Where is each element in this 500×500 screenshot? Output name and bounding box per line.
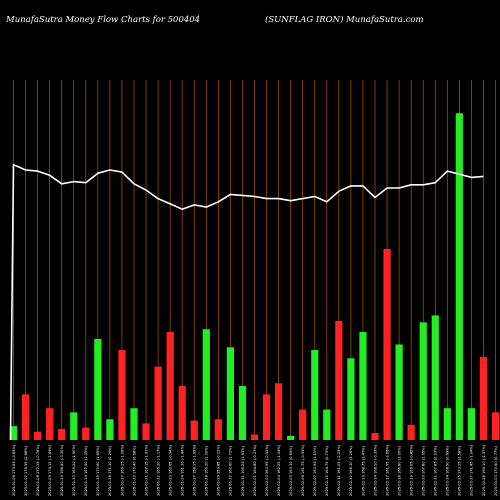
x-tick-label: 2025-02-05 163.30 (0.65%) bbox=[289, 445, 293, 496]
x-tick-label: 2025-01-21 167.15 (-1.91%) bbox=[144, 444, 148, 496]
volume-bar bbox=[371, 433, 379, 440]
volume-bar bbox=[190, 420, 198, 440]
volume-bar bbox=[46, 408, 54, 440]
volume-bar bbox=[479, 356, 488, 440]
volume-bar bbox=[419, 322, 427, 440]
volume-bar bbox=[106, 419, 114, 440]
x-tick-label: 2025-02-06 161.75 (-0.95%) bbox=[301, 444, 305, 496]
volume-bar bbox=[347, 358, 355, 440]
volume-bar bbox=[287, 435, 295, 440]
x-tick-label: 2025-01-23 163.65 (-0.94%) bbox=[168, 444, 172, 496]
price-line-layer bbox=[9, 163, 484, 441]
volume-bar bbox=[9, 426, 18, 440]
volume-bar bbox=[142, 423, 150, 440]
volume-bar bbox=[58, 428, 66, 440]
x-tick-label: 2025-02-11 161.05 (-2.25%) bbox=[337, 444, 341, 496]
volume-bar bbox=[455, 113, 463, 440]
x-tick-label: 2025-02-03 163.95 (-0.52%) bbox=[265, 444, 269, 496]
x-tick-label: 2025-01-13 165.20 (-1.90%) bbox=[72, 444, 76, 496]
x-tick-label: 2025-01-14 167.50 (1.39%) bbox=[84, 445, 88, 496]
volume-bar bbox=[154, 366, 162, 440]
volume-bar bbox=[34, 431, 42, 440]
x-tick-label: 2025-02-13 168.75 (1.47%) bbox=[361, 445, 365, 496]
volume-bars bbox=[9, 113, 500, 440]
volume-bar bbox=[335, 320, 343, 440]
volume-bar bbox=[491, 412, 500, 440]
x-tick-label: 2025-02-19 166.05 (-0.45%) bbox=[409, 444, 413, 496]
x-tick-label: 2025-02-10 164.75 (0.73%) bbox=[325, 445, 329, 496]
volume-bar bbox=[226, 347, 234, 440]
x-tick-label: 2025-01-06 173.55 (-0.65%) bbox=[12, 444, 16, 496]
chart-subtitle: (SUNFLAG IRON) MunafaSutra.com bbox=[265, 15, 424, 25]
x-tick-label: 2025-01-27 158.15 (-1.95%) bbox=[193, 444, 197, 496]
volume-bar bbox=[311, 350, 319, 440]
volume-bar bbox=[94, 338, 102, 440]
volume-bar bbox=[250, 434, 259, 440]
x-tick-label: 2025-02-24 168.90 (0.63%) bbox=[446, 445, 450, 496]
x-tick-label: 2025-02-17 161.95 (-3.66%) bbox=[385, 444, 389, 496]
x-tick-label: 2025-03-03 170.40 (0.77%) bbox=[494, 445, 498, 496]
volume-bar bbox=[467, 408, 475, 440]
volume-bar bbox=[262, 394, 271, 440]
x-tick-label: 2025-02-18 166.80 (3.00%) bbox=[397, 445, 401, 496]
volume-bar bbox=[359, 332, 367, 440]
volume-bar bbox=[407, 424, 415, 440]
x-tick-label: 2025-01-28 160.20 (1.30%) bbox=[205, 445, 209, 496]
x-axis-labels: 2025-01-06 173.55 (-0.65%) 2025-01-07 178… bbox=[12, 444, 498, 496]
volume-bar bbox=[214, 419, 222, 440]
x-tick-label: 2025-01-08 177.15 (-0.78%) bbox=[36, 444, 40, 496]
x-tick-label: 2025-01-31 165.25 (1.63%) bbox=[241, 445, 245, 496]
x-tick-label: 2025-02-27 171.45 (-1.04%) bbox=[470, 444, 474, 496]
volume-bar bbox=[443, 408, 451, 440]
volume-bar bbox=[70, 412, 78, 440]
volume-bar bbox=[118, 350, 126, 440]
x-tick-label: 2025-01-10 168.40 (-3.30%) bbox=[60, 444, 64, 496]
x-tick-label: 2025-02-21 167.85 (0.03%) bbox=[434, 445, 438, 496]
x-tick-label: 2025-02-20 167.80 (1.05%) bbox=[422, 445, 426, 496]
x-tick-label: 2025-02-14 168.10 (-0.39%) bbox=[373, 444, 377, 496]
volume-bar bbox=[323, 409, 331, 440]
volume-bar bbox=[275, 383, 283, 440]
volume-bar bbox=[299, 409, 307, 440]
price-line bbox=[9, 163, 484, 441]
x-tick-label: 2025-02-28 169.10 (-1.37%) bbox=[482, 444, 486, 496]
x-tick-label: 2025-02-04 162.25 (-1.04%) bbox=[277, 444, 281, 496]
x-tick-label: 2025-01-22 165.20 (-1.17%) bbox=[156, 444, 160, 496]
volume-bar bbox=[130, 408, 138, 440]
x-tick-label: 2025-01-24 161.30 (-1.44%) bbox=[181, 444, 185, 496]
x-tick-label: 2025-01-29 159.85 (-0.22%) bbox=[217, 444, 221, 496]
chart-title: MunafaSutra Money Flow Charts for 500404 bbox=[6, 15, 201, 25]
volume-bar bbox=[166, 332, 174, 440]
x-tick-label: 2025-01-17 169.25 (-1.08%) bbox=[120, 444, 124, 496]
volume-bar bbox=[82, 427, 90, 440]
volume-bar bbox=[431, 315, 439, 440]
volume-bar bbox=[178, 386, 186, 440]
x-tick-label: 2025-01-16 171.10 (0.29%) bbox=[108, 445, 112, 496]
x-tick-label: 2025-01-07 178.55 (2.88%) bbox=[24, 445, 28, 496]
volume-bar bbox=[395, 344, 403, 440]
x-tick-label: 2025-02-25 173.25 (2.58%) bbox=[458, 445, 462, 496]
volume-bar bbox=[238, 386, 247, 440]
x-tick-label: 2025-02-01 164.80 (-0.27%) bbox=[253, 444, 257, 496]
volume-bar bbox=[383, 248, 391, 440]
volume-bar bbox=[21, 394, 30, 440]
x-tick-label: 2025-02-07 163.55 (1.11%) bbox=[313, 445, 317, 496]
x-tick-label: 2025-01-30 162.60 (1.72%) bbox=[229, 445, 233, 496]
volume-bar bbox=[202, 329, 210, 440]
x-tick-label: 2025-01-15 170.60 (1.85%) bbox=[96, 445, 100, 496]
x-tick-label: 2025-02-12 166.30 (3.26%) bbox=[349, 445, 353, 496]
x-tick-label: 2025-01-20 170.40 (0.68%) bbox=[132, 445, 136, 496]
x-tick-label: 2025-01-09 174.15 (-1.69%) bbox=[48, 444, 52, 496]
